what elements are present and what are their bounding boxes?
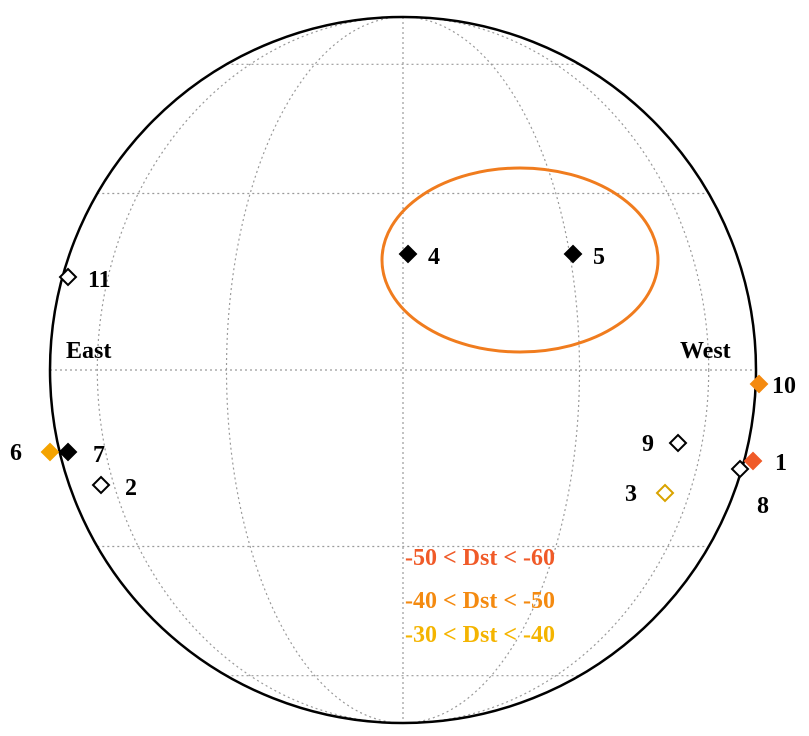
legend-entry: -40 < Dst < -50 [405,588,555,614]
event-marker-5 [563,244,583,264]
event-marker-2 [91,475,111,495]
event-marker-7 [58,442,78,462]
event-marker-8 [730,459,750,479]
event-label-11: 11 [88,267,111,293]
event-label-8: 8 [757,493,769,519]
event-label-2: 2 [125,475,137,501]
event-marker-3 [655,483,675,503]
event-label-9: 9 [642,431,654,457]
event-marker-10 [749,374,769,394]
highlight-ellipse [380,166,660,354]
west-label: West [680,338,731,364]
event-label-5: 5 [593,244,605,270]
event-label-7: 7 [93,442,105,468]
legend-entry: -50 < Dst < -60 [405,545,555,571]
event-label-6: 6 [10,440,22,466]
east-label: East [66,338,111,364]
event-label-3: 3 [625,481,637,507]
meridian-line [225,16,581,724]
latitude-longitude-grid [50,16,756,724]
event-marker-9 [668,433,688,453]
solar-disk-outline [48,15,758,725]
event-marker-6 [40,442,60,462]
dst-legend: -50 < Dst < -60 -40 < Dst < -50 -30 < Dst … [405,545,555,648]
event-marker-11 [58,267,78,287]
meridian-line [96,16,710,724]
event-label-10: 10 [772,373,796,399]
event-marker-1 [743,451,763,471]
event-label-1: 1 [775,450,787,476]
event-label-4: 4 [428,244,440,270]
event-marker-4 [398,244,418,264]
event-markers: 1 2 3 4 5 6 7 8 9 10 11 [10,244,796,519]
legend-entry: -30 < Dst < -40 [405,622,555,648]
